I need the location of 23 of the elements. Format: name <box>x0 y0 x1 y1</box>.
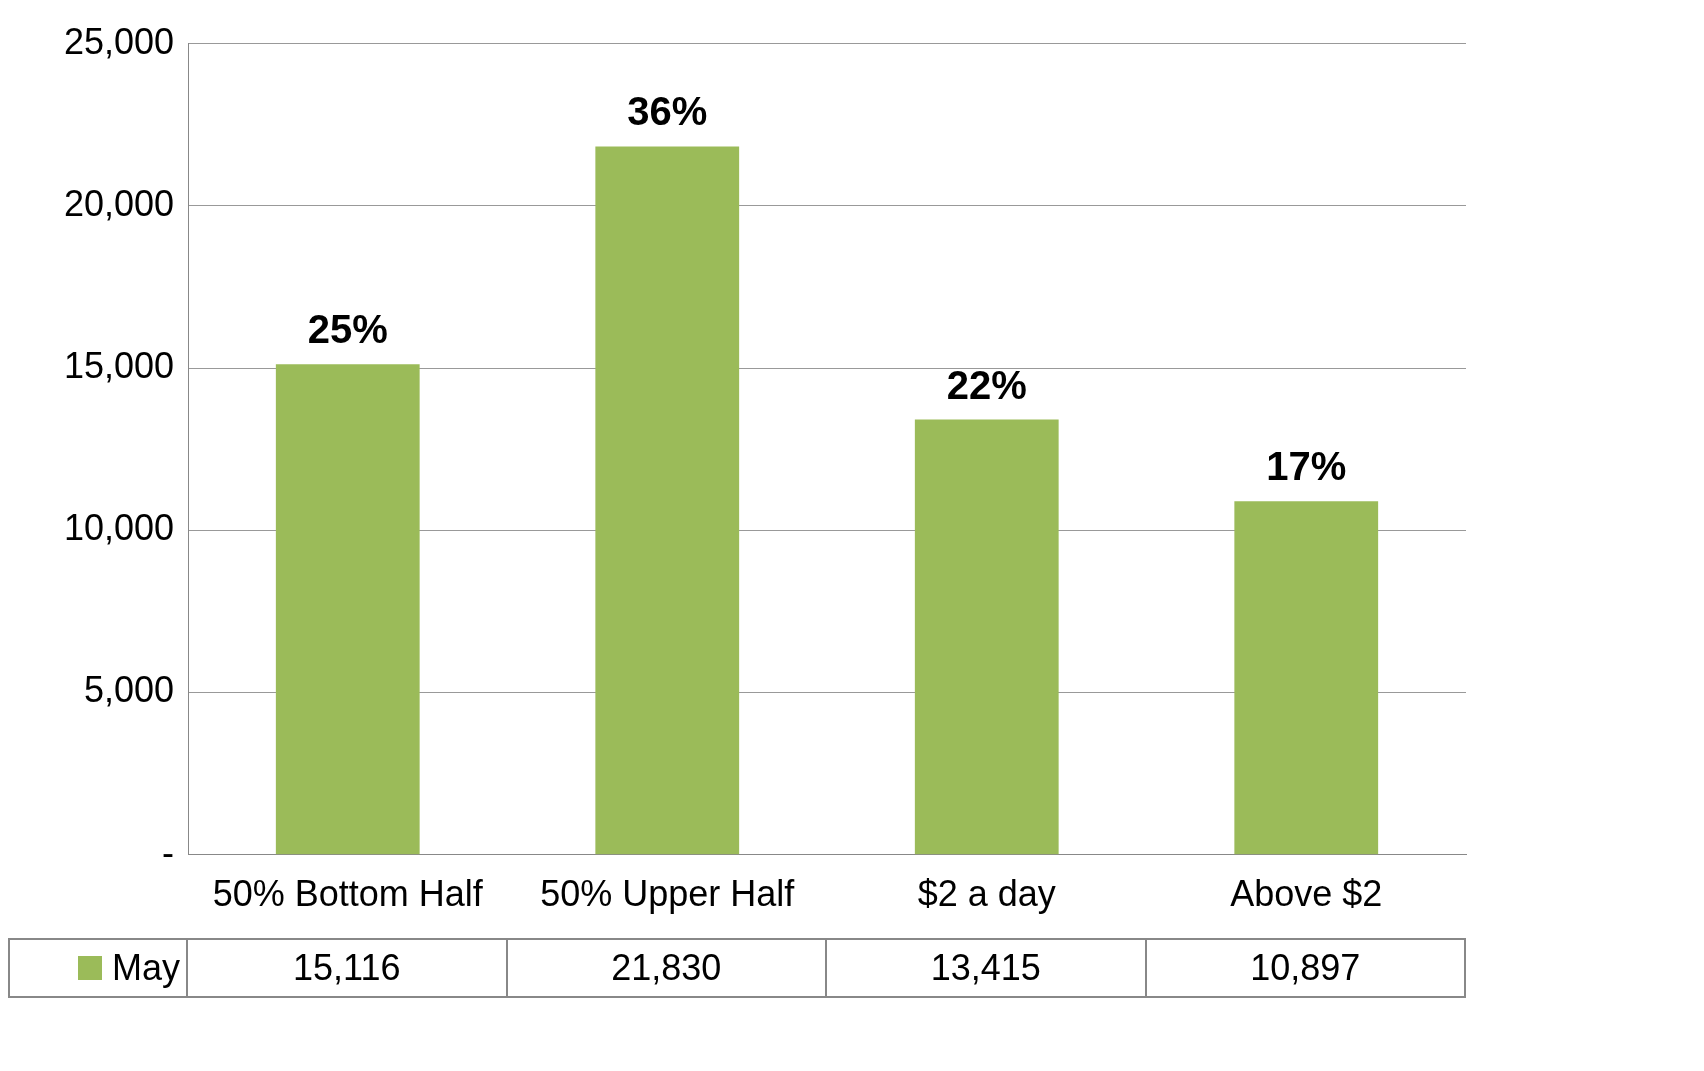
x-tick-label: Above $2 <box>1230 873 1383 915</box>
bar <box>1234 501 1379 855</box>
y-tick-label: 10,000 <box>63 507 174 549</box>
data-label: 13,415 <box>827 938 1147 998</box>
data-label: 10,897 <box>1146 938 1466 998</box>
bar <box>914 419 1059 855</box>
x-tick-label: $2 a day <box>917 873 1056 915</box>
x-tick-label: 50% Upper Half <box>540 873 796 915</box>
bar <box>595 146 740 855</box>
y-tick-label: 20,000 <box>63 182 174 224</box>
annotation: 22% <box>946 362 1027 407</box>
data-label: 21,830 <box>507 938 827 998</box>
annotation: 25% <box>307 307 388 352</box>
y-tick-label: 25,000 <box>63 20 174 62</box>
y-tick-label: - <box>162 831 174 873</box>
bar <box>275 364 420 855</box>
annotation: 36% <box>627 89 708 134</box>
x-tick-label: 50% Bottom Half <box>212 873 484 915</box>
y-tick-label: 15,000 <box>63 345 174 386</box>
legend-label: May <box>111 947 180 989</box>
annotation: 17% <box>1266 444 1347 489</box>
y-tick-label: 5,000 <box>83 669 174 711</box>
data-label: 15,116 <box>188 938 508 998</box>
